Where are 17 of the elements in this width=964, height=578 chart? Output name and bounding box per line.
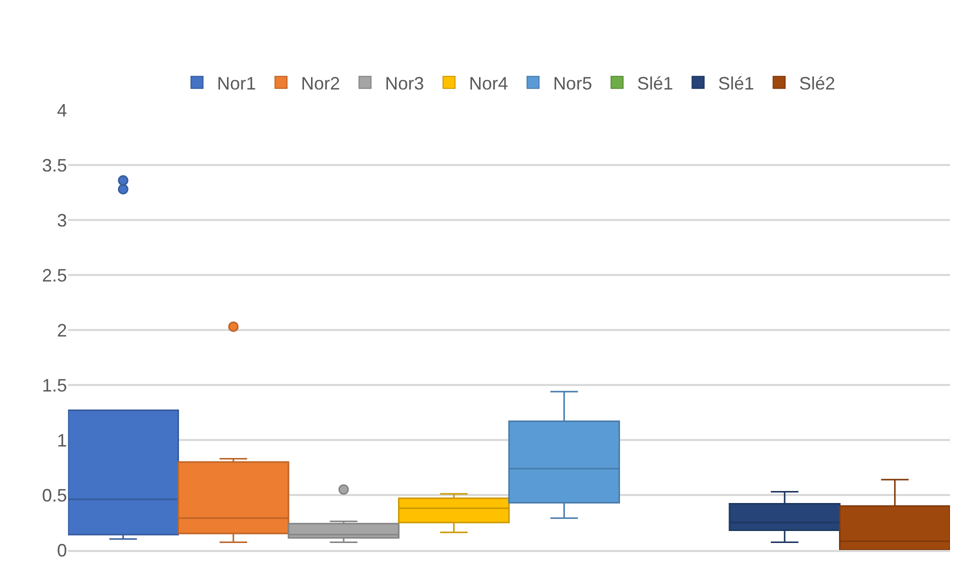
y-tick-label: 3.5 [42, 155, 67, 176]
y-tick-label: 2 [56, 320, 67, 340]
legend-label: Slé2 [799, 73, 836, 94]
legend-label: Slé1 [637, 73, 674, 94]
legend-label: Nor3 [385, 73, 424, 94]
y-tick-label: 3 [56, 210, 67, 230]
legend-label: Nor5 [553, 73, 592, 94]
y-tick-label: 2.5 [42, 265, 67, 286]
y-tick-label: 4 [56, 100, 67, 120]
y-tick-label: 1.5 [42, 375, 67, 396]
legend-label: Slé1 [718, 73, 754, 94]
y-tick-label: 0 [56, 540, 67, 560]
legend-label: Nor4 [469, 73, 508, 94]
legend-label: Nor2 [301, 73, 340, 94]
y-tick-label: 1 [56, 430, 67, 450]
y-tick-label: 0.5 [42, 485, 67, 506]
legend-label: Nor1 [217, 73, 256, 94]
